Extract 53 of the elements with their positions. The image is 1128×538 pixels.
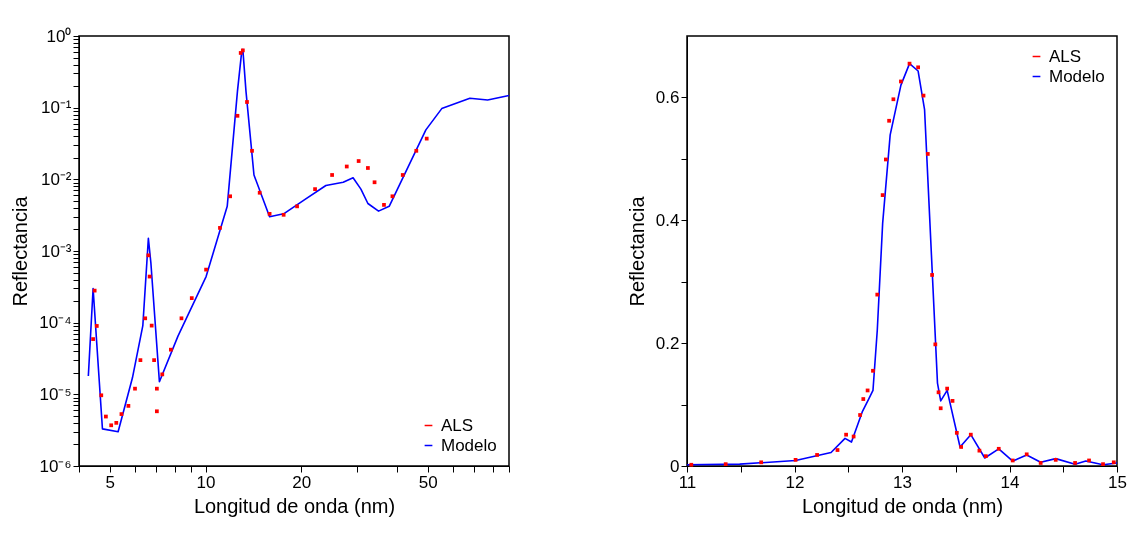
- point: [1111, 460, 1116, 465]
- legend-label: Modelo: [441, 435, 497, 455]
- y-tick-label: 0: [670, 456, 680, 476]
- point: [938, 406, 943, 411]
- y-tick-label: 0.2: [655, 333, 680, 353]
- point: [1073, 461, 1077, 465]
- x-tick-label: 20: [292, 472, 312, 492]
- point: [996, 446, 1001, 451]
- point: [959, 445, 963, 449]
- x-tick-label: 10: [196, 472, 216, 492]
- x-tick-label: 12: [785, 472, 805, 492]
- y-tick-label: 10⁻⁴: [39, 313, 72, 333]
- point: [954, 430, 959, 435]
- legend-label: ALS: [1049, 46, 1082, 66]
- point: [723, 462, 728, 467]
- x-axis-title: Longitud de onda (nm): [193, 494, 396, 517]
- y-tick-label: 0.6: [655, 87, 680, 107]
- point: [689, 462, 694, 467]
- y-tick-label: 10⁻⁶: [39, 456, 72, 476]
- point: [983, 454, 988, 459]
- point: [968, 432, 973, 437]
- point: [844, 432, 848, 437]
- point: [1024, 452, 1029, 457]
- point: [880, 193, 885, 197]
- y-tick-label: 10⁻⁵: [39, 384, 72, 404]
- y-tick-label: 0.4: [655, 210, 680, 230]
- x-tick-label: 14: [1000, 472, 1020, 492]
- y-tick-label: 10⁰: [46, 26, 72, 46]
- point: [759, 460, 764, 465]
- legend-label: ALS: [441, 415, 474, 435]
- point: [861, 397, 866, 401]
- y-axis-title: Reflectancia: [9, 195, 32, 307]
- legend-label: Modelo: [1049, 66, 1105, 86]
- x-tick-label: 15: [1108, 472, 1127, 492]
- point: [925, 152, 930, 156]
- x-axis-title: Longitud de onda (nm): [801, 494, 1004, 517]
- point: [871, 368, 875, 373]
- y-tick-label: 10⁻³: [40, 241, 72, 261]
- point: [815, 453, 819, 457]
- x-tick-label: 5: [105, 472, 116, 492]
- y-tick-label: 10⁻²: [40, 169, 72, 189]
- y-axis-title: Reflectancia: [625, 195, 648, 307]
- point: [1101, 462, 1105, 467]
- point: [916, 65, 920, 70]
- point: [930, 273, 934, 277]
- point: [858, 413, 862, 417]
- x-tick-label: 13: [893, 472, 912, 492]
- point: [887, 118, 891, 123]
- point: [1038, 461, 1043, 465]
- x-tick-label: 50: [418, 472, 438, 492]
- y-tick-label: 10⁻¹: [40, 98, 72, 118]
- x-tick-label: 11: [678, 472, 697, 492]
- point: [1053, 457, 1058, 462]
